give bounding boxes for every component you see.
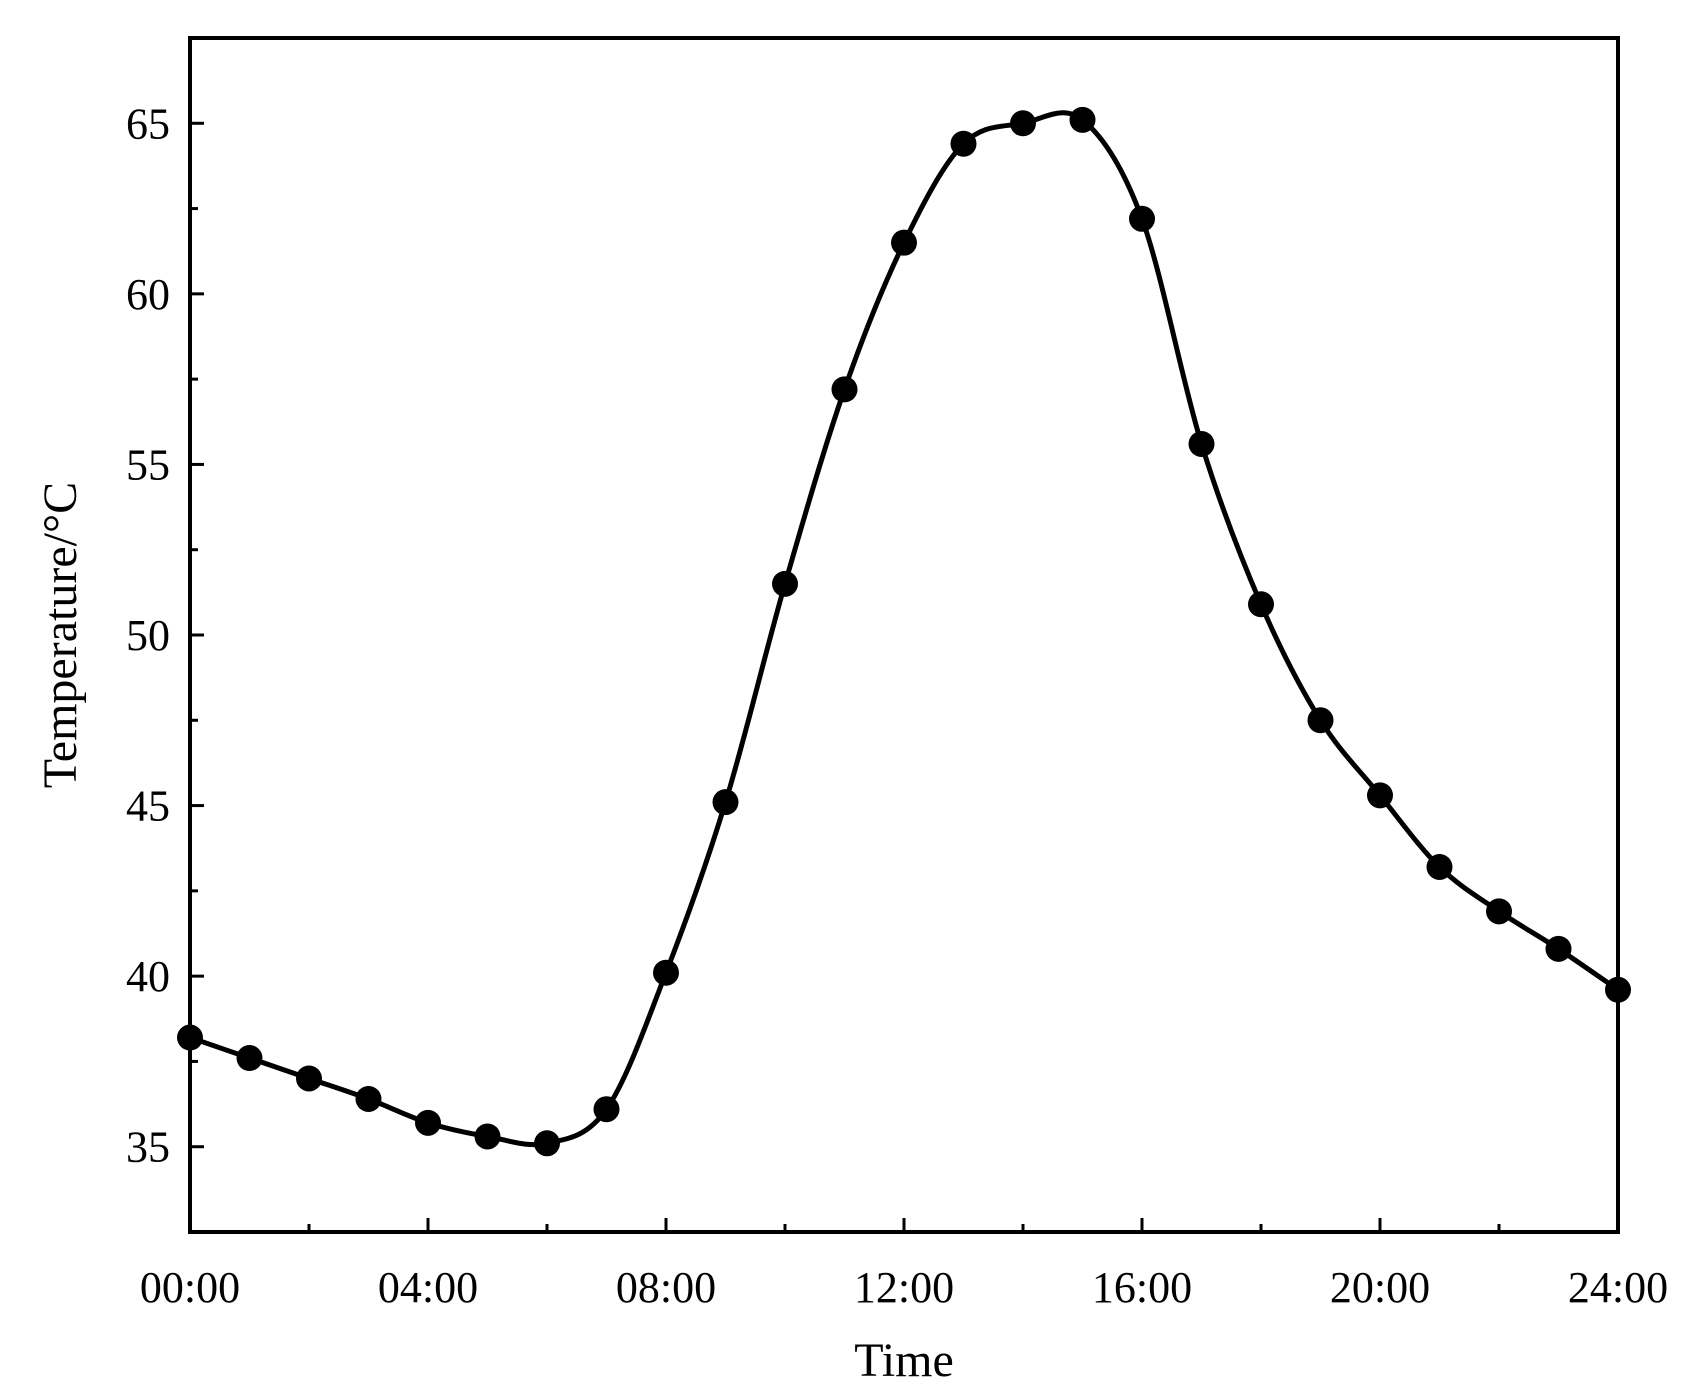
y-tick-label: 60 <box>126 270 170 319</box>
x-axis-ticks: 00:00 04:00 08:00 12:00 16:00 20:00 24:00 <box>140 1218 1668 1312</box>
data-point <box>1010 110 1036 137</box>
y-axis-ticks: 35 40 45 50 55 60 65 <box>126 36 204 1234</box>
data-point <box>831 376 858 403</box>
data-point <box>415 1109 441 1136</box>
y-tick-label: 55 <box>126 440 170 489</box>
plot-frame <box>188 36 1620 1234</box>
data-point <box>593 1096 620 1123</box>
y-tick-label: 40 <box>126 952 170 1001</box>
data-point <box>1367 782 1393 809</box>
y-axis-title: Temperature/°C <box>34 482 87 788</box>
data-point <box>712 789 739 816</box>
data-point <box>1069 106 1096 133</box>
data-point <box>296 1065 322 1092</box>
data-point <box>1486 898 1512 925</box>
x-tick-label: 00:00 <box>140 1263 240 1312</box>
data-point <box>534 1130 560 1157</box>
x-tick-label: 20:00 <box>1330 1263 1430 1312</box>
x-tick-label: 16:00 <box>1092 1263 1192 1312</box>
y-tick-label: 65 <box>126 99 170 148</box>
data-point <box>355 1085 382 1112</box>
series-line <box>187 110 1621 1148</box>
data-point <box>474 1123 501 1150</box>
data-point <box>1545 935 1572 962</box>
x-tick-label: 08:00 <box>616 1263 716 1312</box>
y-tick-label: 50 <box>126 611 170 660</box>
data-point <box>772 570 798 597</box>
x-tick-label: 04:00 <box>378 1263 478 1312</box>
data-point <box>1129 205 1155 232</box>
y-tick-label: 35 <box>126 1123 170 1172</box>
data-point <box>1307 707 1334 734</box>
x-axis-title: Time <box>854 1334 954 1387</box>
x-tick-label: 24:00 <box>1568 1263 1668 1312</box>
data-point <box>236 1045 263 1072</box>
data-point <box>1248 591 1274 618</box>
data-point <box>1188 430 1215 457</box>
x-tick-label: 12:00 <box>854 1263 954 1312</box>
y-tick-label: 45 <box>126 782 170 831</box>
data-point <box>1426 853 1453 880</box>
data-point <box>891 229 917 256</box>
data-point <box>950 130 977 157</box>
series-layer <box>177 106 1631 1157</box>
data-point <box>653 959 679 986</box>
